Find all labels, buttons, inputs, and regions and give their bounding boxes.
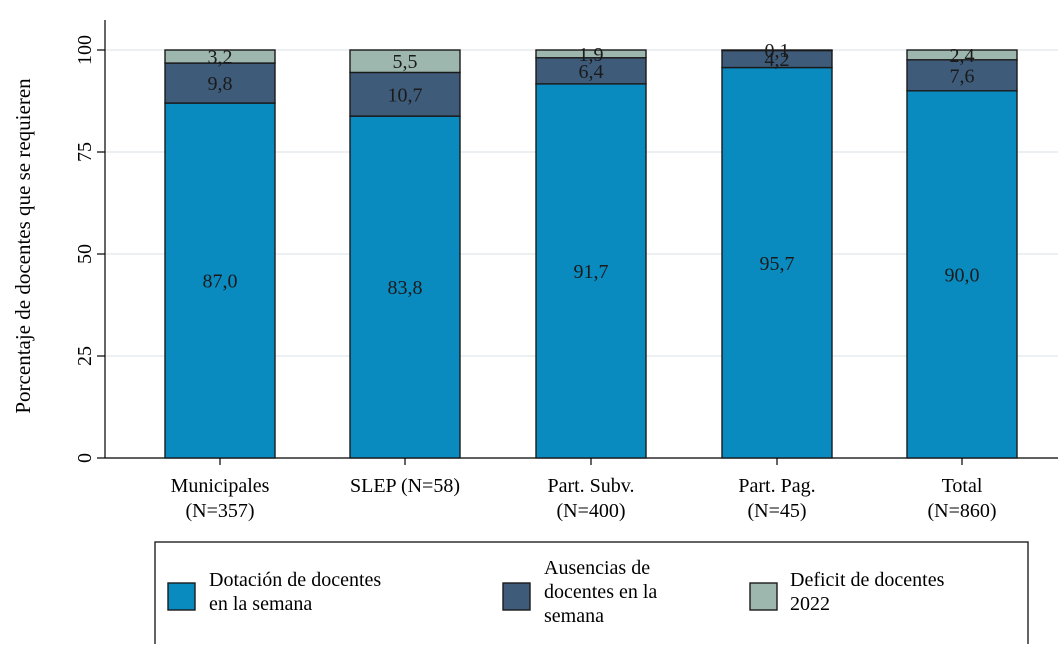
legend-label: docentes en la bbox=[544, 581, 657, 603]
x-tick-labels: Municipales (N=357) SLEP (N=58) Part. Subv.… bbox=[171, 458, 997, 522]
legend-label: en la semana bbox=[209, 593, 312, 615]
bar-segment bbox=[535, 83, 647, 459]
bar-segment bbox=[721, 49, 833, 52]
bar-data-label: 95,7 bbox=[760, 253, 795, 275]
data-labels: 87,0 9,8 3,2 83,8 10,7 5,5 91,7 6,41,9 95,7 4,20,… bbox=[203, 40, 980, 299]
bar-data-label: 1,9 bbox=[579, 44, 604, 66]
legend-swatch bbox=[749, 582, 778, 611]
bars bbox=[164, 49, 1018, 459]
y-tick-label: 0 bbox=[74, 453, 96, 463]
legend-box bbox=[154, 541, 1029, 649]
y-tick-label: 75 bbox=[74, 142, 96, 162]
y-tick-label: 100 bbox=[74, 35, 96, 65]
bar-segment bbox=[349, 49, 461, 74]
legend-label: Deficit de docentes bbox=[790, 569, 945, 591]
bar-data-label: 0,1 bbox=[765, 40, 790, 62]
y-axis-label: Porcentaje de docentes que se requieren bbox=[11, 78, 35, 414]
bar-data-label: 83,8 bbox=[388, 277, 423, 299]
bar-segment bbox=[535, 49, 647, 59]
x-tick-label: Total bbox=[942, 475, 983, 497]
bar-data-label: 5,5 bbox=[393, 51, 418, 73]
legend-label: Ausencias de bbox=[544, 557, 650, 579]
x-tick-label: (N=400) bbox=[556, 500, 625, 522]
bar-data-label: 90,0 bbox=[945, 264, 980, 286]
x-tick-label: Municipales bbox=[171, 475, 270, 497]
bar-segment bbox=[721, 66, 833, 459]
x-tick-label: SLEP (N=58) bbox=[350, 475, 460, 497]
bar-data-label: 2,4 bbox=[950, 45, 975, 67]
y-tick-label: 25 bbox=[74, 346, 96, 366]
legend-label: Dotación de docentes bbox=[209, 569, 381, 591]
x-tick-label: Part. Subv. bbox=[547, 475, 634, 497]
legend-swatch bbox=[167, 582, 196, 611]
y-tick-label: 50 bbox=[74, 244, 96, 264]
x-tick-label: (N=860) bbox=[927, 500, 996, 522]
bar-data-label: 4,2 bbox=[765, 49, 790, 71]
bar-segment bbox=[349, 115, 461, 459]
x-tick-label: Part. Pag. bbox=[738, 475, 815, 497]
bar-segment bbox=[906, 90, 1018, 459]
bar-data-label: 91,7 bbox=[574, 261, 609, 283]
legend-label: 2022 bbox=[790, 593, 830, 615]
bar-segment bbox=[164, 49, 276, 64]
bar-data-label: 6,4 bbox=[579, 61, 604, 83]
x-tick-label: (N=45) bbox=[747, 500, 806, 522]
bar-data-label: 10,7 bbox=[388, 84, 423, 106]
x-tick-label: (N=357) bbox=[185, 500, 254, 522]
bar-data-label: 3,2 bbox=[208, 47, 233, 69]
legend-swatch bbox=[502, 582, 531, 611]
bar-segment bbox=[906, 59, 1018, 92]
bar-data-label: 9,8 bbox=[208, 73, 233, 95]
bar-segment bbox=[906, 49, 1018, 61]
bar-data-label: 7,6 bbox=[950, 65, 975, 87]
legend-label: semana bbox=[544, 605, 604, 627]
bar-data-label: 87,0 bbox=[203, 271, 238, 293]
